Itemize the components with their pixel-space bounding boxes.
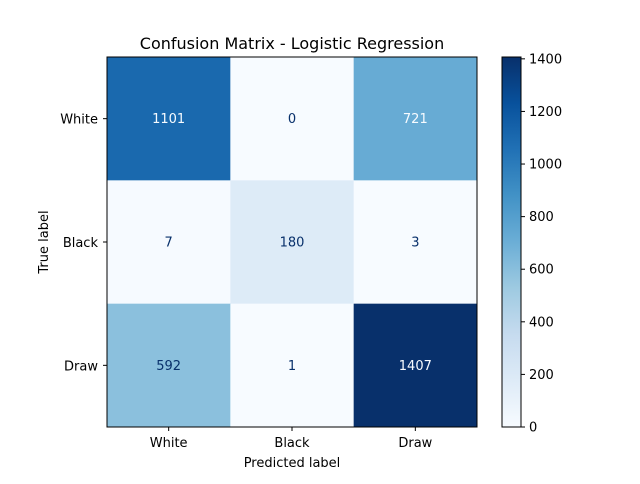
colorbar-tick-label: 400 — [529, 315, 554, 330]
heatmap-cells — [107, 57, 478, 428]
x-axis-ticks: White Black Draw — [150, 427, 433, 451]
heatmap-cell — [353, 180, 478, 305]
x-tick-label: White — [150, 436, 188, 451]
x-tick-label: Draw — [398, 436, 432, 451]
colorbar-tick-label: 200 — [529, 368, 554, 383]
colorbar-tick-label: 800 — [529, 210, 554, 225]
colorbar-tick-label: 1000 — [529, 158, 562, 173]
colorbar-tick-label: 600 — [529, 263, 554, 278]
y-tick-label: White — [60, 113, 98, 128]
cell-value-label: 1407 — [399, 359, 432, 374]
y-axis-label: True label — [37, 210, 52, 274]
cell-value-label: 1 — [288, 359, 296, 374]
colorbar-tick-label: 1400 — [529, 52, 562, 67]
y-tick-label: Black — [63, 236, 99, 251]
heatmap-cell — [107, 57, 231, 181]
heatmap-cell — [230, 180, 355, 305]
cell-value-label: 1101 — [152, 112, 185, 127]
cell-value-label: 7 — [165, 236, 173, 251]
heatmap-cell — [107, 180, 231, 305]
cell-value-label: 592 — [156, 359, 181, 374]
colorbar-gradient — [502, 57, 521, 427]
cell-value-label: 3 — [411, 236, 419, 251]
x-axis-label: Predicted label — [244, 456, 341, 471]
heatmap-cell — [230, 303, 355, 428]
heatmap-cell — [353, 303, 478, 428]
colorbar-tick-label: 0 — [529, 421, 537, 436]
cell-value-label: 721 — [403, 112, 428, 127]
heatmap-cell-labels: 1101 0 721 7 180 3 592 1 1407 — [152, 112, 432, 374]
colorbar-ticks: 0 200 400 600 800 1000 1200 1400 — [521, 52, 562, 436]
cell-value-label: 0 — [288, 112, 296, 127]
heatmap-cell — [230, 57, 355, 181]
heatmap-cell — [107, 303, 231, 428]
cell-value-label: 180 — [280, 236, 305, 251]
y-tick-label: Draw — [64, 359, 98, 374]
colorbar-frame — [501, 56, 522, 428]
y-axis-ticks: White Black Draw — [60, 113, 107, 374]
heatmap-cell — [353, 57, 478, 181]
chart-title: Confusion Matrix - Logistic Regression — [140, 34, 444, 53]
colorbar-tick-label: 1200 — [529, 105, 562, 120]
x-tick-label: Black — [274, 436, 310, 451]
